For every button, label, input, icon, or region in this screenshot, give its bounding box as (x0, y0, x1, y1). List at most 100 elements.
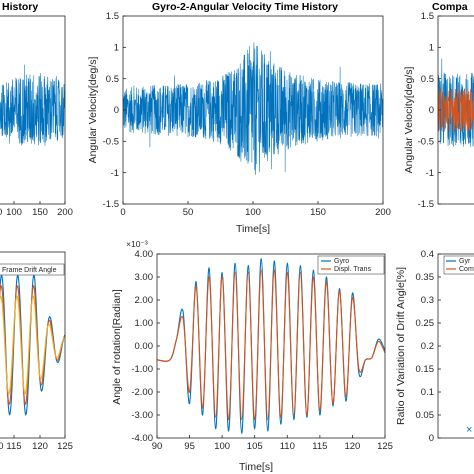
top-left-title: History (2, 1, 38, 13)
legend-label-gyro: Gyro (334, 258, 349, 265)
panel-top-mid: Gyro-2-Angular Velocity Time History 1.5… (87, 1, 391, 235)
bottom-mid-y-tick-label: -2.00 (131, 387, 153, 398)
bottom-mid-x-tick-label: 95 (184, 441, 195, 452)
bottom-left-x-tick-label: 120 (32, 441, 48, 452)
bottom-right-y-tick-label: 0.3 (421, 295, 434, 306)
bottom-mid-x-tick-label: 125 (377, 441, 393, 452)
top-right-y-tick-label: 1 (429, 43, 434, 54)
bottom-right-y-tick-label: 0.4 (421, 249, 434, 260)
panel-top-right: Compa 1.5 1 0.5 0 -0.5 -1 -1.5 Angular Velocit… (403, 1, 474, 210)
top-mid-x-tick-label: 0 (120, 207, 125, 218)
top-mid-y-tick-label: 1 (114, 43, 119, 54)
panel-top-left: History 50 100 150 200 (0, 1, 73, 218)
bottom-right-y-tick-label: 0.35 (416, 272, 435, 283)
top-mid-x-tick-label: 150 (310, 207, 326, 218)
bottom-right-legend-gyr: Gyr (459, 258, 471, 265)
bottom-left-x-tick-label: 110 (0, 441, 4, 452)
bottom-right-frame (437, 253, 474, 439)
top-left-x-tick-label: 100 (6, 207, 22, 218)
bottom-right-y-tick-label: 0.15 (416, 364, 435, 375)
top-right-y-tick-label: 0.5 (421, 74, 434, 85)
top-mid-y-tick-label: -1.5 (103, 199, 119, 210)
bottom-mid-x-tick-label: 100 (214, 441, 230, 452)
top-left-x-tick-label: 200 (57, 207, 73, 218)
bottom-mid-x-tick-label: 120 (344, 441, 360, 452)
bottom-mid-x-tick-label: 105 (247, 441, 263, 452)
top-mid-ylabel: Angular Velocity[deg/s] (87, 57, 99, 164)
bottom-mid-exponent: ×10⁻³ (126, 239, 148, 249)
bottom-mid-x-tick-label: 115 (312, 441, 327, 452)
bottom-mid-y-tick-label: -1.00 (131, 364, 153, 375)
bottom-mid-signal (156, 258, 386, 434)
legend-label-displ: Displ. Trans (334, 266, 371, 273)
top-left-x-tick-label: 50 (0, 207, 2, 218)
top-right-ylabel: Angular Velocity[deg/s] (403, 67, 415, 174)
bottom-left-legend-box (0, 263, 65, 276)
top-left-signal-line (0, 64, 66, 146)
bottom-mid-yticks: 4.00 3.00 2.00 1.00 0.00 -1.00 -2.00 -3.00 -4.00 (131, 249, 160, 444)
top-right-y-tick-label: 1.5 (421, 11, 434, 22)
bottom-right-y-tick-label: 0 (429, 433, 434, 444)
top-right-signal (437, 58, 474, 148)
bottom-mid-legend: Gyro Displ. Trans (317, 255, 385, 275)
bottom-left-legend-text: Frame Drift Angle (2, 267, 57, 274)
bottom-mid-y-tick-label: 3.00 (135, 272, 154, 283)
panel-bottom-mid: ×10⁻³ 4.00 3.00 2.00 1.00 0.00 -1.00 -2.00 -3.0… (111, 239, 393, 473)
top-mid-y-tick-label: -0.5 (103, 137, 119, 148)
series-displ-trans-line (156, 269, 386, 421)
bottom-mid-y-tick-label: 4.00 (135, 249, 154, 260)
bottom-right-y-tick-label: 0.1 (421, 387, 434, 398)
top-mid-x-tick-label: 100 (245, 207, 261, 218)
bottom-mid-x-tick-label: 90 (152, 441, 163, 452)
bottom-right-y-tick-label: 0.05 (416, 410, 435, 421)
top-right-title: Compa (432, 1, 468, 13)
bottom-right-y-tick-label: 0.25 (416, 318, 435, 329)
bottom-left-signal (0, 273, 66, 417)
bottom-right-yticks: 0.4 0.35 0.3 0.25 0.2 0.15 0.1 0.05 0 (416, 249, 441, 444)
bottom-mid-y-tick-label: 1.00 (135, 318, 154, 329)
bottom-mid-legend-box (317, 255, 385, 275)
panel-bottom-right: 0.4 0.35 0.3 0.25 0.2 0.15 0.1 0.05 0 Ratio of V… (395, 249, 474, 444)
bottom-mid-y-tick-label: -3.00 (131, 410, 153, 421)
top-mid-y-tick-label: 0.5 (106, 74, 119, 85)
top-mid-yticks: 1.5 1 0.5 0 -0.5 -1 -1.5 (103, 11, 126, 210)
top-right-signal-orange (437, 88, 474, 132)
top-mid-signal (122, 42, 384, 175)
top-left-x-tick-label: 150 (32, 207, 48, 218)
top-mid-title: Gyro-2-Angular Velocity Time History (152, 1, 338, 13)
bottom-mid-ylabel: Angle of rotation[Radian] (111, 289, 123, 405)
top-mid-xlabel: Time[s] (236, 223, 270, 235)
bottom-left-x-tick-label: 125 (57, 441, 73, 452)
bottom-left-frame (0, 251, 66, 439)
top-mid-signal-line (122, 42, 384, 175)
bottom-right-ylabel: Ratio of Variation of Drift Angle[%] (395, 267, 407, 425)
bottom-right-y-tick-label: 0.2 (421, 341, 434, 352)
top-mid-y-tick-label: -1 (111, 168, 119, 179)
bottom-mid-xticks: 90 95 100 105 110 115 120 125 (152, 435, 393, 452)
top-right-yticks: 1.5 1 0.5 0 -0.5 -1 -1.5 (418, 11, 441, 210)
bottom-mid-y-tick-label: -4.00 (131, 433, 153, 444)
bottom-mid-xlabel: Time[s] (239, 461, 273, 473)
top-left-frame (0, 15, 66, 205)
top-mid-xticks: 0 50 100 150 200 (120, 201, 391, 218)
top-left-signal (0, 64, 66, 146)
bottom-left-series-yellow (0, 295, 66, 395)
top-right-y-tick-label: 0 (429, 105, 434, 116)
bottom-right-legend-com: Com (459, 266, 474, 273)
top-mid-y-tick-label: 0 (114, 105, 119, 116)
bottom-right-data-marker: × (466, 424, 472, 436)
bottom-mid-y-tick-label: 2.00 (135, 295, 154, 306)
top-left-xticks: 50 100 150 200 (0, 201, 73, 218)
top-right-y-tick-label: -1.5 (418, 199, 434, 210)
top-mid-x-tick-label: 200 (375, 207, 391, 218)
bottom-mid-x-tick-label: 110 (280, 441, 295, 452)
top-right-y-tick-label: -1 (426, 168, 434, 179)
top-right-y-tick-label: -0.5 (418, 137, 434, 148)
bottom-left-x-tick-label: 115 (6, 441, 21, 452)
bottom-mid-y-tick-label: 0.00 (135, 341, 154, 352)
top-mid-y-tick-label: 1.5 (106, 11, 119, 22)
top-mid-x-tick-label: 50 (183, 207, 194, 218)
